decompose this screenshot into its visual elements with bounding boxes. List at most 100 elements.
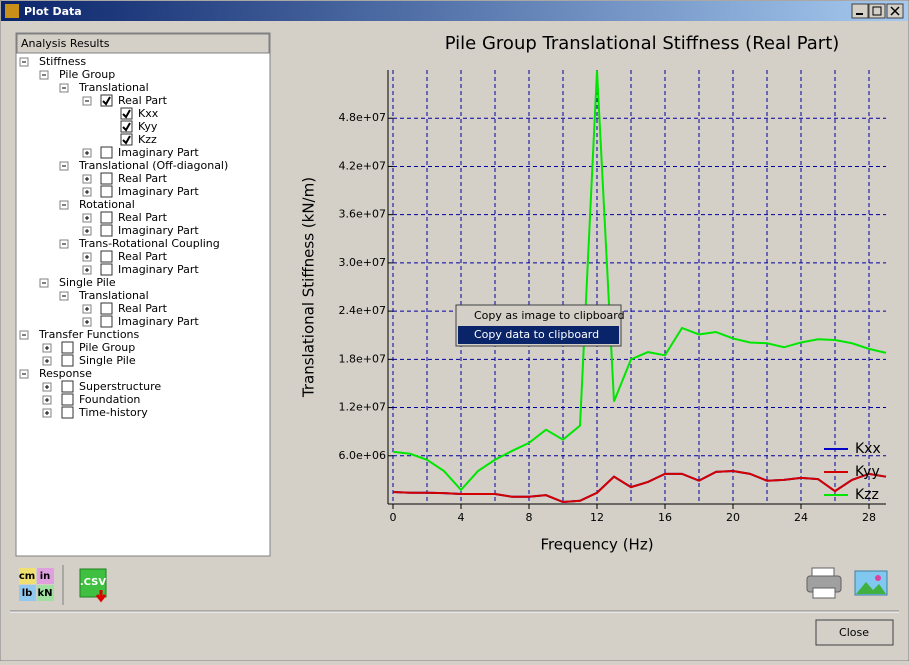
series-line	[392, 470, 887, 504]
x-tick-label: 8	[526, 511, 533, 524]
minimize-button[interactable]	[851, 3, 869, 19]
tree-item-label[interactable]: Translational	[78, 289, 149, 302]
tree-item-label[interactable]: Imaginary Part	[118, 315, 199, 328]
y-axis-label: Translational Stiffness (kN/m)	[300, 177, 318, 398]
tree-item-label[interactable]: Kyy	[138, 120, 158, 133]
checkmark	[122, 135, 131, 145]
app-icon	[5, 4, 19, 18]
icon	[812, 587, 836, 599]
unit-label: in	[40, 571, 51, 582]
checkbox[interactable]	[61, 341, 74, 354]
x-tick-label: 4	[458, 511, 465, 524]
icon	[872, 6, 882, 16]
x-tick-label: 16	[658, 511, 672, 524]
print-button[interactable]	[806, 567, 842, 599]
checkbox[interactable]	[61, 406, 74, 419]
tree-item-label[interactable]: Response	[39, 367, 92, 380]
icon	[856, 582, 886, 594]
window-controls[interactable]	[851, 3, 904, 19]
checkbox[interactable]	[100, 172, 113, 185]
y-tick-label: 6.0e+06	[339, 449, 386, 462]
legend-label: Kxx	[855, 441, 881, 457]
tree-item-label[interactable]: Stiffness	[39, 55, 86, 68]
checkbox[interactable]	[100, 185, 113, 198]
checkbox[interactable]	[100, 302, 113, 315]
checkbox[interactable]	[61, 354, 74, 367]
tree-item-label[interactable]: Pile Group	[79, 341, 135, 354]
tree-item-label[interactable]: Single Pile	[59, 276, 116, 289]
tree-item-label[interactable]: Real Part	[118, 302, 168, 315]
tree-item-label[interactable]: Translational (Off-diagonal)	[78, 159, 228, 172]
x-tick-label: 28	[862, 511, 876, 524]
tile	[19, 585, 36, 601]
x-tick-label: 12	[590, 511, 604, 524]
x-axis-label: Frequency (Hz)	[540, 536, 653, 554]
tree-item-label[interactable]: Imaginary Part	[118, 224, 199, 237]
tree-item-label[interactable]: Real Part	[118, 172, 168, 185]
unit-label: kN	[37, 588, 52, 599]
y-tick-label: 3.6e+07	[339, 208, 386, 221]
y-tick-label: 4.2e+07	[339, 159, 386, 172]
checkbox[interactable]	[100, 250, 113, 263]
tree-item-label[interactable]: Pile Group	[59, 68, 115, 81]
tree-item-label[interactable]: Trans-Rotational Coupling	[78, 237, 220, 250]
tree-item-label[interactable]: Real Part	[118, 94, 168, 107]
checkbox[interactable]	[120, 107, 133, 120]
legend-label: Kyy	[855, 464, 880, 480]
x-tick-label: 24	[794, 511, 808, 524]
tree-panel	[15, 32, 271, 557]
unit-label: lb	[22, 588, 33, 599]
tree-item-label[interactable]: Kxx	[138, 107, 159, 120]
x-tick-label: 0	[390, 511, 397, 524]
checkbox[interactable]	[61, 393, 74, 406]
tree-item-label[interactable]: Imaginary Part	[118, 263, 199, 276]
checkbox[interactable]	[61, 380, 74, 393]
x-tick-label: 20	[726, 511, 740, 524]
icon	[811, 567, 835, 577]
tree-item-label[interactable]: Single Pile	[79, 354, 136, 367]
button-frame[interactable]	[815, 619, 894, 646]
tree-item-label[interactable]: Rotational	[79, 198, 135, 211]
checkbox[interactable]	[100, 263, 113, 276]
maximize-button[interactable]	[868, 3, 886, 19]
csv-label: .CSV	[80, 577, 107, 588]
save-image-button[interactable]	[854, 570, 888, 596]
checkbox[interactable]	[120, 133, 133, 146]
checkbox[interactable]	[100, 146, 113, 159]
y-tick-label: 2.4e+07	[339, 304, 386, 317]
csv-export-button[interactable]: .CSV	[79, 568, 107, 603]
y-tick-label: 1.2e+07	[339, 401, 386, 414]
tree-item-label[interactable]: Foundation	[79, 393, 140, 406]
tree-item-label[interactable]: Time-history	[78, 406, 148, 419]
checkbox[interactable]	[100, 315, 113, 328]
tree-item-label[interactable]: Kzz	[138, 133, 157, 146]
button-label: Close	[839, 626, 869, 639]
tree-item-label[interactable]: Imaginary Part	[118, 185, 199, 198]
tree-item-label[interactable]: Superstructure	[79, 380, 161, 393]
legend-label: Kzz	[855, 487, 879, 503]
tree-item-label[interactable]: Real Part	[118, 211, 168, 224]
tree-item-label[interactable]: Translational	[78, 81, 149, 94]
checkbox[interactable]	[100, 94, 113, 107]
checkbox[interactable]	[100, 224, 113, 237]
tree-item-label[interactable]: Real Part	[118, 250, 168, 263]
menu-item[interactable]: Copy data to clipboard	[474, 328, 599, 341]
unit-label: cm	[19, 571, 35, 582]
icon	[890, 6, 900, 16]
tree-item-label[interactable]: Transfer Functions	[38, 328, 140, 341]
checkmark	[122, 109, 131, 119]
menu-highlight	[458, 326, 619, 344]
window-title: Plot Data	[24, 5, 82, 18]
tree-item-label[interactable]: Imaginary Part	[118, 146, 199, 159]
close-button[interactable]: Close	[815, 619, 894, 646]
menu-item[interactable]: Copy as image to clipboard	[474, 309, 625, 322]
y-tick-label: 4.8e+07	[339, 111, 386, 124]
arrow	[95, 590, 107, 603]
checkbox[interactable]	[100, 211, 113, 224]
checkmark	[102, 96, 111, 106]
y-tick-label: 1.8e+07	[339, 352, 386, 365]
checkbox[interactable]	[120, 120, 133, 133]
